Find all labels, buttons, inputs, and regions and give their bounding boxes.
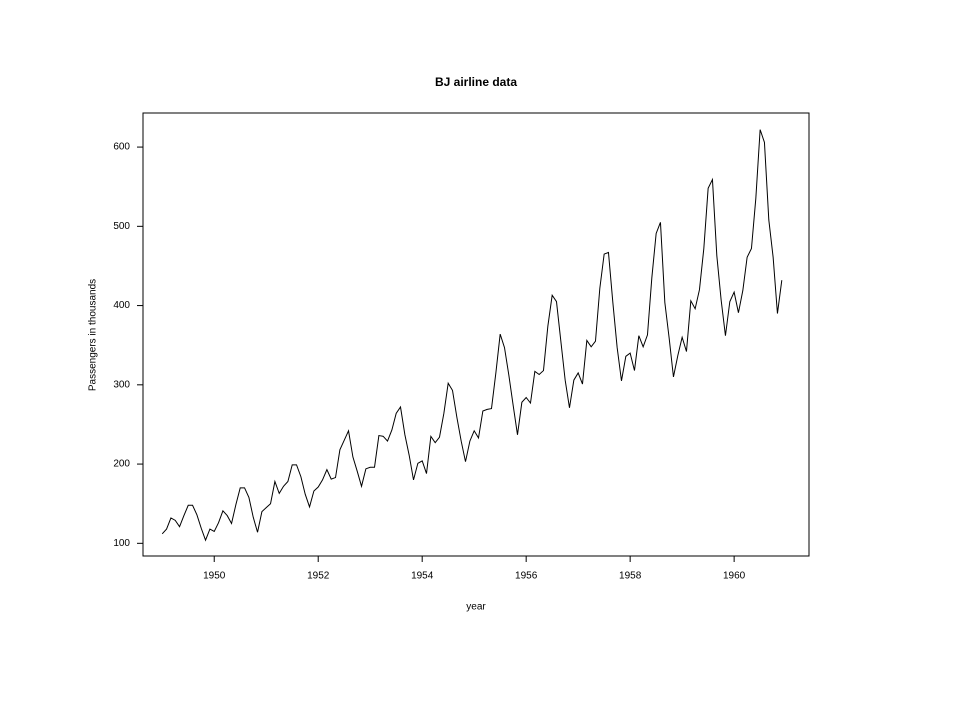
y-tick-label: 600 <box>113 142 130 153</box>
y-tick-label: 300 <box>113 379 130 390</box>
y-tick-label: 200 <box>113 459 130 470</box>
x-tick-label: 1950 <box>203 571 226 582</box>
plot-frame <box>142 112 810 557</box>
x-tick-label: 1960 <box>723 571 746 582</box>
x-axis-label: year <box>466 602 486 613</box>
x-tick-label: 1956 <box>515 571 538 582</box>
x-tick-label: 1952 <box>307 571 330 582</box>
y-tick-label: 400 <box>113 300 130 311</box>
x-tick-label: 1954 <box>411 571 434 582</box>
y-tick-label: 500 <box>113 221 130 232</box>
x-tick-label: 1958 <box>619 571 642 582</box>
chart-title: BJ airline data <box>435 75 517 89</box>
y-axis-label: Passengers in thousands <box>88 279 99 391</box>
line-series <box>161 129 783 542</box>
y-tick-label: 100 <box>113 538 130 549</box>
